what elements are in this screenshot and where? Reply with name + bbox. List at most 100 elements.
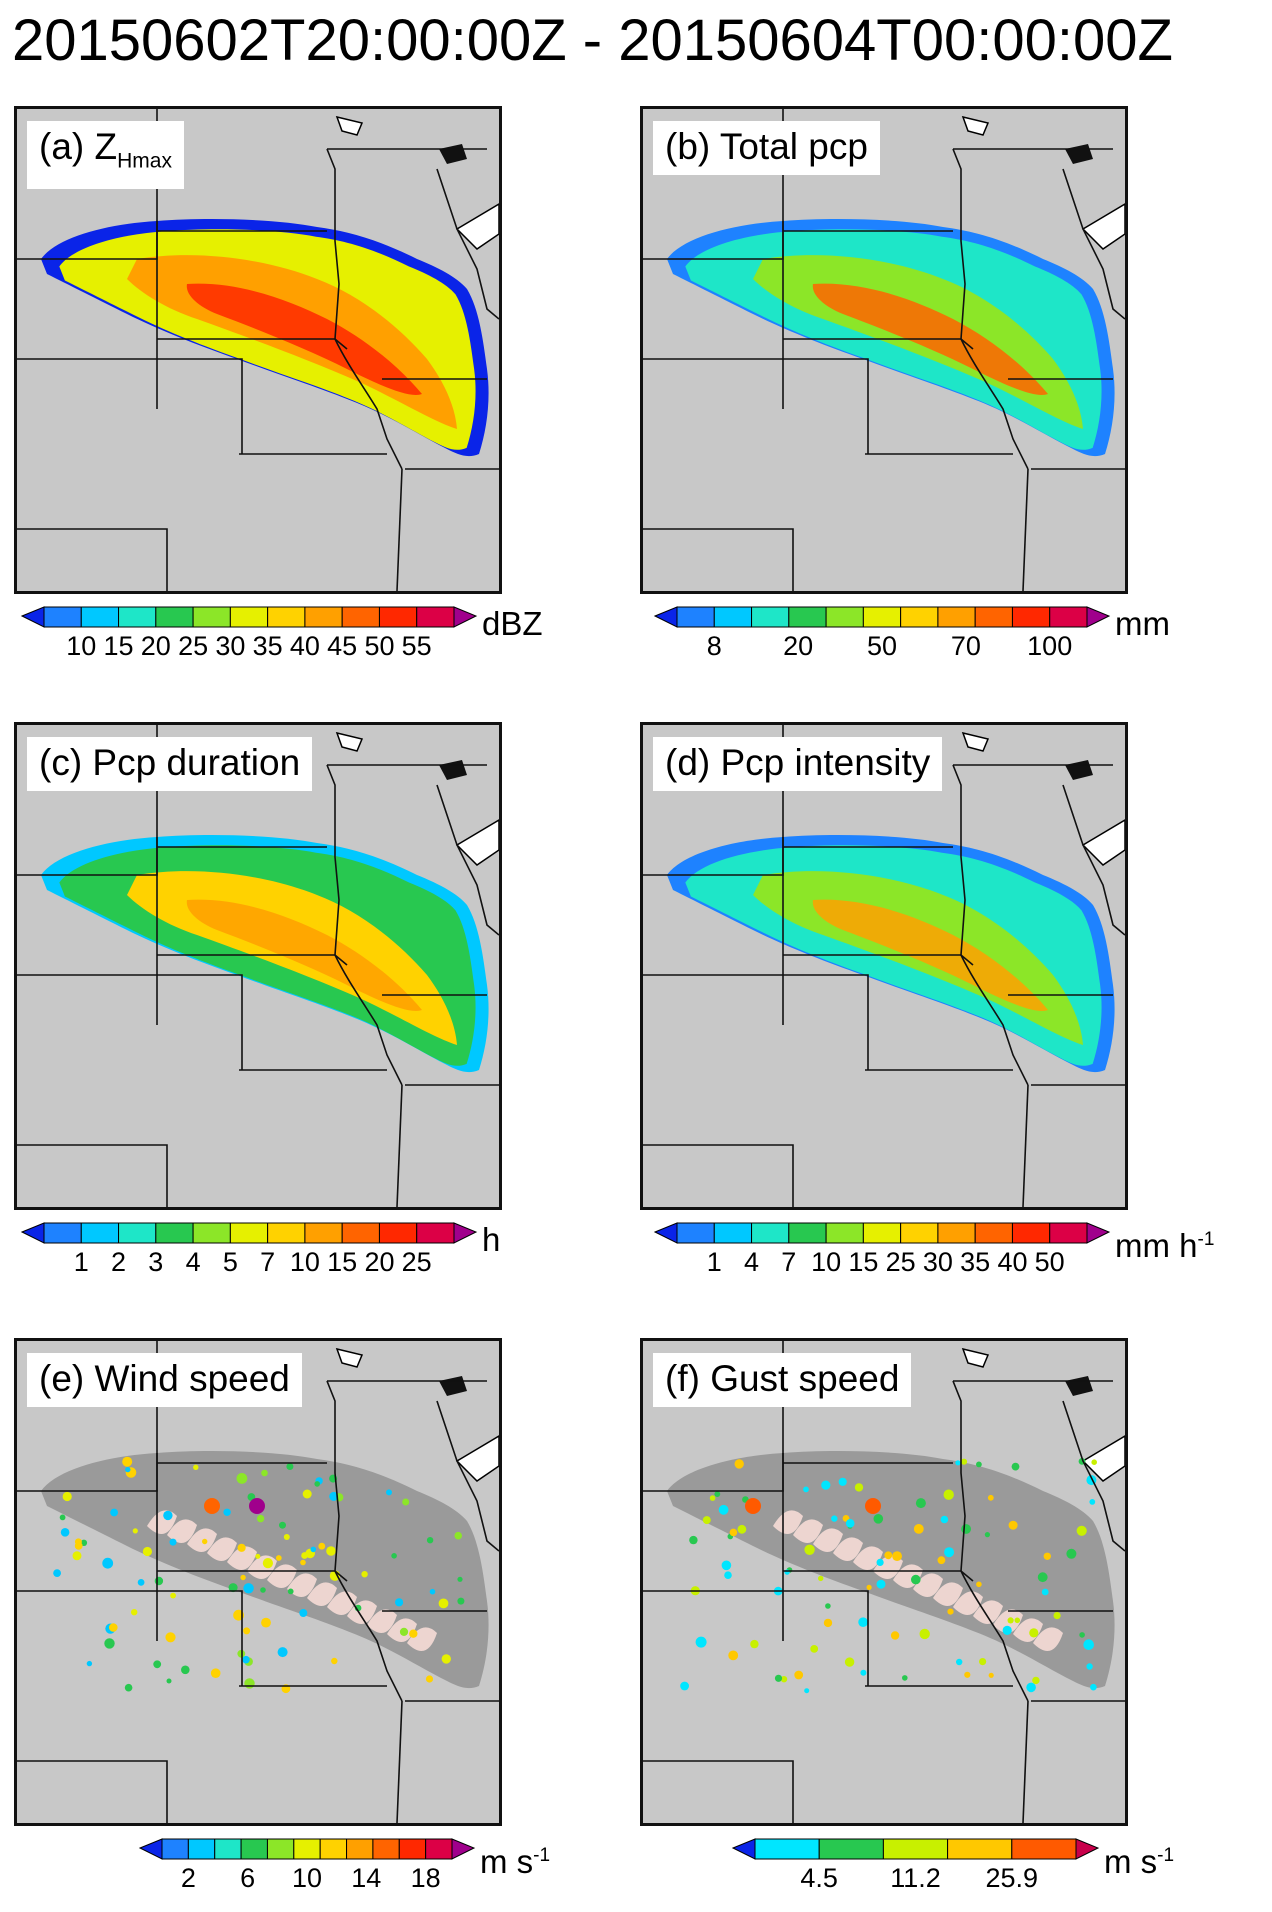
state-border-line [952,764,966,956]
streak-shape [367,1609,397,1633]
station-marker [283,1534,290,1540]
station-marker [163,1510,173,1521]
station-marker [774,1674,783,1682]
station-marker [131,1609,138,1616]
station-marker [702,1516,711,1525]
station-marker [937,1556,946,1565]
colorbar-tick-label: 4.5 [800,1863,838,1893]
station-marker [386,1489,392,1496]
colorbar-tick-label: 40 [289,631,320,661]
panel-label-f: (f) Gust speed [653,1353,912,1407]
station-marker [1041,1588,1049,1596]
station-marker [1079,1632,1085,1638]
colorbar-tick-label: 20 [783,631,814,661]
colorbar-unit-text: mm h [1115,1227,1198,1264]
state-border-line [952,1380,966,1572]
colorbar-swatch [713,1222,753,1244]
station-marker [256,1514,265,1523]
station-marker [399,1627,409,1636]
station-marker [154,1576,164,1586]
station-marker [960,1458,968,1465]
station-marker [1014,1617,1021,1624]
station-marker [287,1588,294,1595]
map-panel-d: (d) Pcp intensity [640,722,1128,1210]
station-marker [803,1486,809,1493]
streak-shape [1033,1627,1063,1651]
station-marker [1029,1628,1039,1638]
panel-label-text: (f) Gust speed [665,1358,900,1399]
station-marker [821,1480,831,1490]
state-border-line [17,974,243,1070]
station-marker [193,1464,199,1470]
streak-shape [167,1519,197,1543]
state-border-line [643,1144,794,1207]
colorbar-unit-text: m s [480,1843,534,1880]
station-marker [1002,1625,1012,1635]
lake-superior-shape [455,819,499,866]
station-marker [913,1524,924,1534]
colorbar-a: 10 15 20 25 30 35 40 45 50 55 dBZ [20,606,626,670]
colorbar-swatch [229,606,269,628]
colorbar-tick-label: 7 [260,1247,276,1277]
colorbar-b: 8 20 50 70 100 mm [653,606,1259,670]
station-marker [166,1678,172,1684]
station-marker [976,1461,982,1468]
state-border-line [17,1144,168,1207]
colorbar-tick-label: 7 [781,1247,797,1277]
station-marker [137,1579,145,1586]
station-marker [72,1551,82,1561]
colorbar-tick-label: 100 [1027,631,1073,661]
station-marker [395,1598,404,1607]
station-marker [866,1584,872,1590]
station-marker [860,1669,867,1676]
station-marker [689,1535,698,1545]
station-marker [902,1675,908,1681]
colorbar-tick-label: 2 [180,1863,196,1893]
colorbar-swatch [304,606,343,628]
colorbar-swatch [788,1222,827,1244]
station-marker [425,1675,434,1683]
colorbar-tick-label: 30 [922,1247,953,1277]
station-marker [804,1688,810,1694]
station-marker [810,1645,819,1653]
colorbar-swatch [653,606,678,628]
station-marker [979,1658,987,1666]
colorbar-swatch [1049,606,1088,628]
station-marker [236,1473,248,1484]
colorbar-swatch [825,1222,864,1244]
map-panel-b: (b) Total pcp [640,106,1128,594]
station-marker [890,1631,900,1640]
colorbar-unit: m s-1 [480,1838,550,1880]
station-marker [680,1681,689,1691]
station-marker [804,1544,815,1555]
station-marker [60,1528,70,1537]
streak-shape [227,1546,257,1570]
station-marker [724,1571,732,1579]
map-canvas-b [643,109,1125,591]
station-marker [1053,1612,1061,1620]
station-marker [361,1571,368,1578]
colorbar-tick-label: 5 [222,1247,238,1277]
state-border-line [436,168,499,320]
colorbar-tick-label: 30 [215,631,246,661]
colorbar-swatch [974,1222,1013,1244]
colorbar-swatch [453,606,478,628]
colorbar-tick-label: 10 [291,1863,323,1893]
station-marker [956,1658,963,1666]
station-marker [987,1494,994,1501]
state-border-line [326,1380,340,1572]
colorbar-swatch [267,1222,306,1244]
colorbar-unit-text: h [482,1221,501,1258]
colorbar-tick-label: 20 [364,1247,395,1277]
state-border-line [643,358,869,454]
colorbar-swatches [653,606,1111,628]
colorbar-swatch [138,1838,163,1860]
station-marker [1043,1552,1051,1560]
station-marker [854,1483,864,1492]
colorbar-swatch [818,1838,884,1860]
streak-shape [853,1546,883,1570]
station-marker [876,1579,886,1589]
state-border-line [17,358,243,454]
colorbar-c: 1 2 3 4 5 7 10 15 20 25 h [20,1221,626,1286]
colorbar-tick-label: 10 [66,631,97,661]
